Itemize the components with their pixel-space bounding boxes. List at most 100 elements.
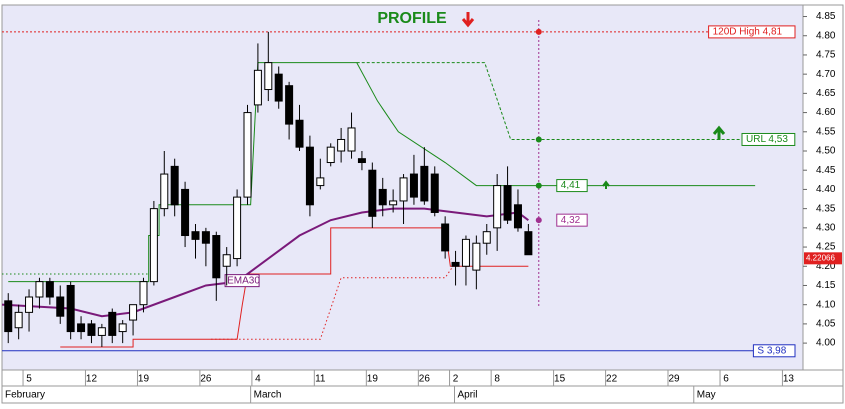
y-tick-label: 4.70 <box>816 69 836 80</box>
marker-dot <box>535 136 542 143</box>
marker-label-box <box>741 132 796 146</box>
candle-body <box>378 188 387 206</box>
month-label: March <box>254 390 282 401</box>
last-price-box <box>804 252 842 265</box>
candle-body <box>45 281 54 298</box>
candle-body <box>170 165 179 206</box>
indicator-line <box>356 62 756 140</box>
x-tick-label: 4 <box>255 374 261 385</box>
marker-label-box <box>556 213 588 227</box>
indicator-line <box>1 207 529 318</box>
candle-body <box>347 127 356 152</box>
candle-body <box>129 304 138 321</box>
y-tick-label: 4.25 <box>816 242 836 253</box>
candle-body <box>305 146 314 206</box>
marker-label-box <box>556 179 588 193</box>
y-tick-label: 4.30 <box>816 222 836 233</box>
candle-body <box>316 177 325 187</box>
level-label: S 3,98 <box>757 345 786 356</box>
level-label-box <box>752 344 796 358</box>
x-tick-label: 11 <box>315 374 326 385</box>
candle-body <box>139 281 148 306</box>
y-tick-label: 4.60 <box>816 107 836 118</box>
marker-label: URL 4,53 <box>746 134 788 145</box>
y-tick-label: 4.10 <box>816 299 836 310</box>
candle-body <box>326 146 335 164</box>
candle-body <box>274 73 283 102</box>
series-label: EMA30 <box>227 275 260 286</box>
candle-body <box>461 238 470 267</box>
candle-body <box>441 223 450 252</box>
candle-body <box>56 296 65 317</box>
marker-dot <box>535 182 542 189</box>
x-tick-label: 8 <box>494 374 500 385</box>
x-tick-label: 19 <box>138 374 150 385</box>
down-arrow-icon <box>461 12 475 28</box>
indicator-line <box>211 262 456 340</box>
candle-body <box>513 204 522 229</box>
y-tick-label: 4.00 <box>816 338 836 349</box>
candle-body <box>451 261 460 267</box>
candle-body <box>25 296 34 313</box>
y-tick-label: 4.05 <box>816 319 836 330</box>
candle-body <box>357 158 366 164</box>
x-tick-label: 6 <box>723 374 729 385</box>
last-price-label: 4.22066 <box>806 253 835 262</box>
candle-body <box>35 281 44 298</box>
candle-body <box>212 235 221 279</box>
month-label: February <box>5 390 45 401</box>
candle-body <box>222 254 231 267</box>
x-tick-label: 2 <box>453 374 459 385</box>
candle-body <box>160 173 169 210</box>
candle-body <box>14 311 23 329</box>
candle-body <box>66 284 75 333</box>
marker-dot <box>535 217 542 224</box>
candle-body <box>4 300 13 333</box>
y-axis-area <box>802 4 844 371</box>
candle-body <box>493 185 502 229</box>
y-tick-label: 4.35 <box>816 203 836 214</box>
x-tick-label: 15 <box>554 374 566 385</box>
y-tick-label: 4.45 <box>816 165 836 176</box>
y-tick-label: 4.20 <box>816 261 836 272</box>
month-label: April <box>458 390 478 401</box>
candle-body <box>118 323 127 333</box>
x-tick-label: 26 <box>200 374 212 385</box>
y-tick-label: 4.50 <box>816 146 836 157</box>
candle-body <box>149 208 158 283</box>
x-tick-label: 12 <box>86 374 98 385</box>
y-tick-label: 4.40 <box>816 184 836 195</box>
y-tick-label: 4.85 <box>816 11 836 22</box>
x-tick-label: 13 <box>783 374 795 385</box>
marker-label: 4,41 <box>561 180 581 191</box>
candle-body <box>337 138 346 152</box>
level-label-box <box>708 25 796 39</box>
month-label: May <box>697 390 716 401</box>
candle-body <box>233 196 242 260</box>
candle-body <box>264 62 273 91</box>
y-tick-label: 4.80 <box>816 30 836 41</box>
candle-body <box>253 69 262 106</box>
candle-body <box>87 323 96 336</box>
candle-body <box>472 242 481 271</box>
candle-body <box>482 231 491 244</box>
y-tick-label: 4.15 <box>816 280 836 291</box>
candle-body <box>243 112 252 198</box>
candle-body <box>409 173 418 198</box>
candle-body <box>191 231 200 240</box>
y-tick-label: 4.65 <box>816 88 836 99</box>
candle-body <box>524 231 533 256</box>
candle-body <box>201 231 210 244</box>
candle-body <box>97 327 106 336</box>
level-label: 120D High 4,81 <box>713 27 783 38</box>
candle-body <box>368 169 377 217</box>
candle-body <box>399 177 408 202</box>
x-tick-label: 29 <box>668 374 680 385</box>
x-tick-label: 22 <box>606 374 618 385</box>
y-tick-label: 4.55 <box>816 126 836 137</box>
x-tick-label: 5 <box>26 374 32 385</box>
candle-body <box>285 85 294 125</box>
candle-body <box>503 185 512 221</box>
